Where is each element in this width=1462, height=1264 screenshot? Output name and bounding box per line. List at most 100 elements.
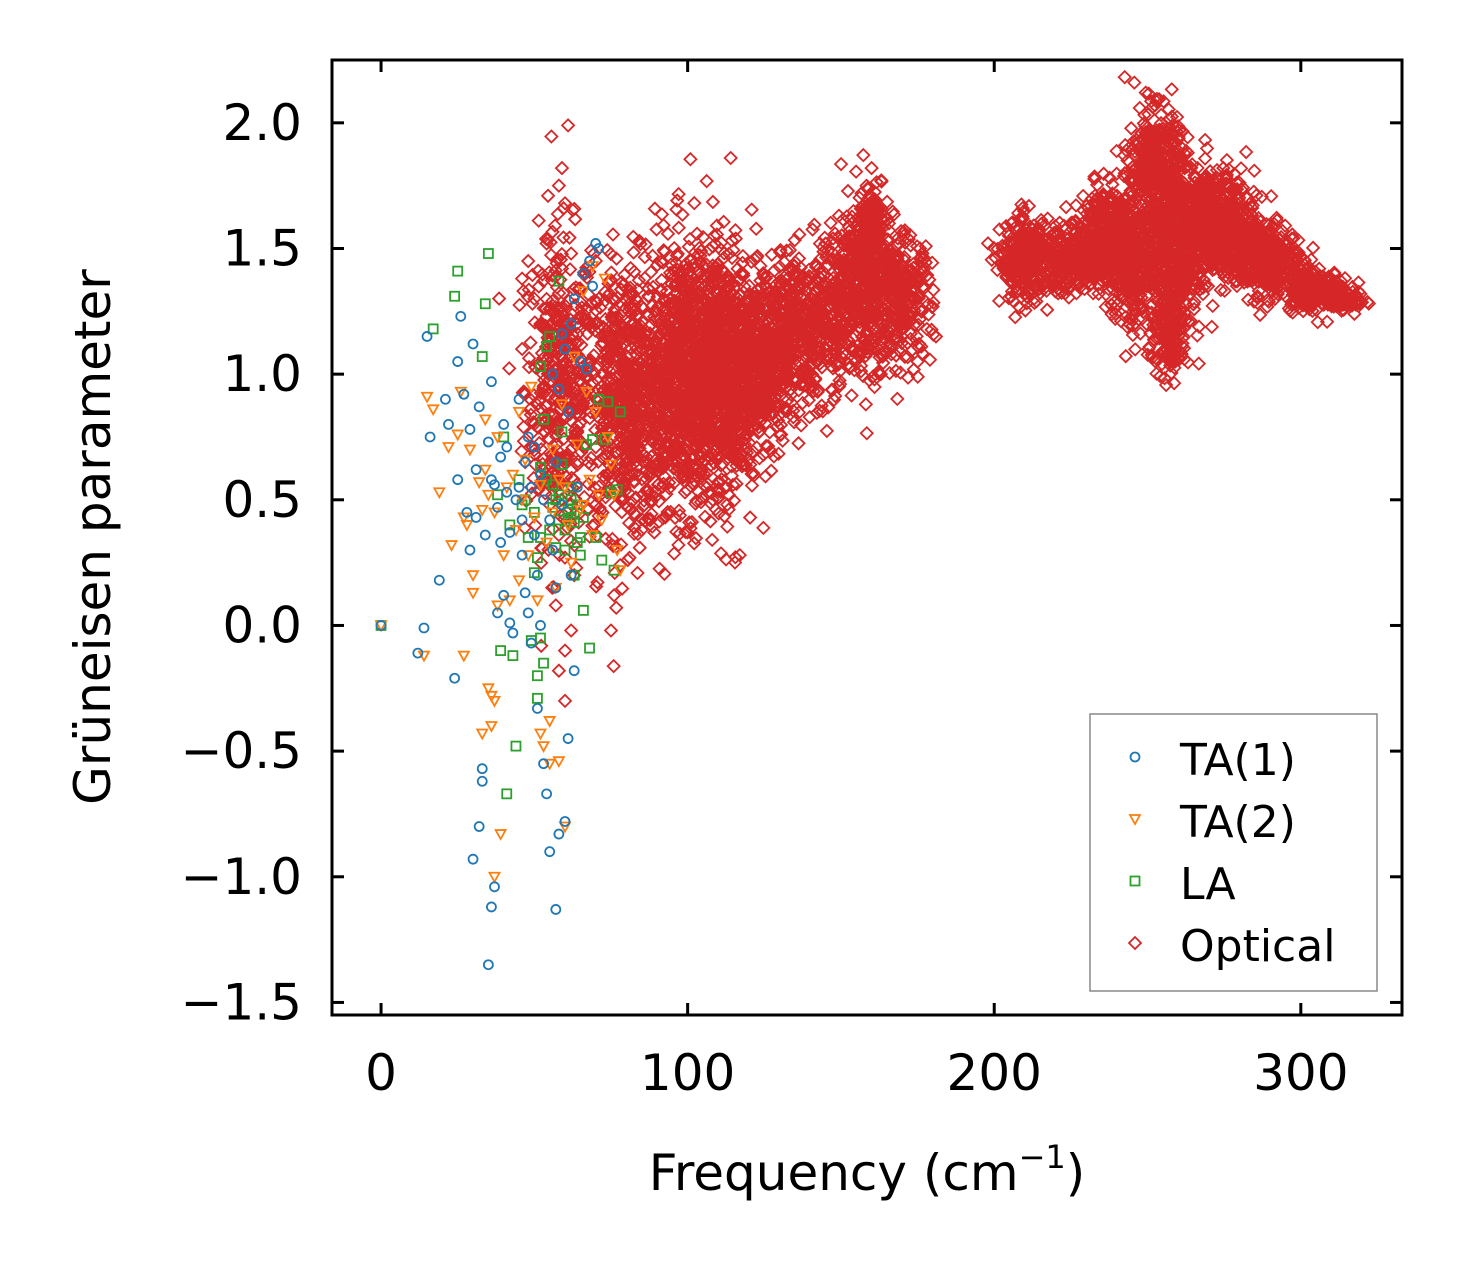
- optical-point: [583, 404, 598, 420]
- optical-point: [713, 484, 728, 500]
- optical-point: [719, 304, 735, 320]
- optical-point: [657, 566, 672, 582]
- optical-point: [637, 249, 653, 265]
- optical-point: [569, 383, 585, 398]
- optical-point: [742, 510, 758, 525]
- optical-point: [652, 363, 667, 379]
- optical-point: [696, 258, 712, 274]
- optical-point: [531, 213, 546, 228]
- optical-point: [607, 466, 622, 482]
- optical-point: [690, 247, 706, 262]
- optical-point: [605, 538, 621, 554]
- optical-point: [577, 440, 592, 455]
- optical-point: [676, 333, 691, 348]
- optical-point: [601, 340, 616, 356]
- optical-point: [580, 389, 595, 404]
- optical-point: [641, 370, 656, 386]
- optical-point: [672, 466, 688, 481]
- optical-point: [561, 293, 577, 309]
- optical-point: [531, 279, 547, 294]
- optical-point: [644, 460, 659, 476]
- optical-point: [667, 414, 682, 429]
- optical-point: [670, 460, 686, 476]
- optical-point: [684, 350, 700, 366]
- optical-point: [622, 421, 638, 437]
- optical-point: [735, 266, 751, 281]
- optical-point: [693, 465, 708, 480]
- optical-point: [638, 237, 653, 252]
- optical-point: [775, 433, 790, 448]
- optical-point: [644, 353, 660, 368]
- optical-point: [663, 504, 678, 520]
- optical-point: [586, 348, 601, 363]
- optical-point: [606, 658, 621, 674]
- optical-point: [716, 214, 731, 230]
- optical-point: [695, 229, 711, 245]
- optical-point: [570, 457, 585, 473]
- optical-point: [711, 506, 726, 521]
- optical-point: [745, 444, 761, 459]
- optical-point: [540, 188, 556, 204]
- optical-point: [647, 489, 663, 505]
- optical-point: [580, 326, 595, 341]
- optical-point: [612, 346, 627, 361]
- optical-point: [554, 357, 570, 373]
- optical-point: [666, 240, 682, 256]
- optical-point: [562, 312, 578, 327]
- optical-point: [701, 335, 717, 351]
- optical-point: [669, 193, 685, 208]
- optical-point: [678, 468, 693, 483]
- optical-point: [555, 285, 571, 301]
- optical-point: [670, 459, 686, 474]
- optical-point: [666, 475, 682, 491]
- optical-point: [713, 242, 728, 257]
- optical-point: [649, 437, 665, 452]
- optical-point: [730, 449, 746, 464]
- optical-point: [833, 156, 849, 172]
- optical-point: [650, 257, 665, 273]
- optical-point: [699, 173, 714, 189]
- optical-point: [609, 251, 624, 266]
- optical-point: [605, 312, 620, 327]
- optical-point: [628, 397, 643, 413]
- optical-point: [651, 476, 666, 492]
- optical-point: [611, 392, 627, 407]
- optical-point: [589, 295, 605, 311]
- optical-point: [550, 442, 565, 458]
- optical-point: [666, 313, 682, 328]
- optical-point: [703, 369, 719, 384]
- optical-point: [667, 400, 683, 415]
- optical-point: [671, 186, 686, 202]
- optical-point: [634, 299, 650, 314]
- optical-point: [632, 356, 648, 371]
- optical-point: [704, 270, 720, 285]
- optical-point: [686, 257, 701, 272]
- optical-point: [548, 393, 564, 409]
- optical-point: [692, 240, 707, 256]
- optical-point: [678, 451, 693, 467]
- optical-point: [525, 267, 540, 283]
- optical-point: [557, 371, 572, 386]
- optical-point: [669, 356, 684, 372]
- optical-point: [523, 400, 539, 416]
- optical-point: [670, 306, 685, 321]
- optical-point: [652, 378, 667, 393]
- optical-point: [616, 303, 632, 319]
- optical-point: [564, 331, 579, 347]
- optical-point: [626, 427, 642, 443]
- optical-point: [608, 600, 624, 616]
- optical-point: [603, 452, 619, 468]
- optical-point: [674, 409, 690, 425]
- optical-point: [682, 282, 698, 298]
- optical-point: [705, 194, 721, 210]
- optical-point: [655, 510, 671, 526]
- optical-point: [693, 276, 709, 292]
- optical-point: [525, 439, 541, 455]
- optical-point: [626, 264, 642, 280]
- optical-point: [667, 306, 682, 322]
- optical-point: [858, 397, 874, 412]
- optical-point: [700, 373, 716, 389]
- optical-point: [589, 488, 604, 503]
- optical-point: [676, 278, 691, 293]
- optical-point: [735, 248, 751, 264]
